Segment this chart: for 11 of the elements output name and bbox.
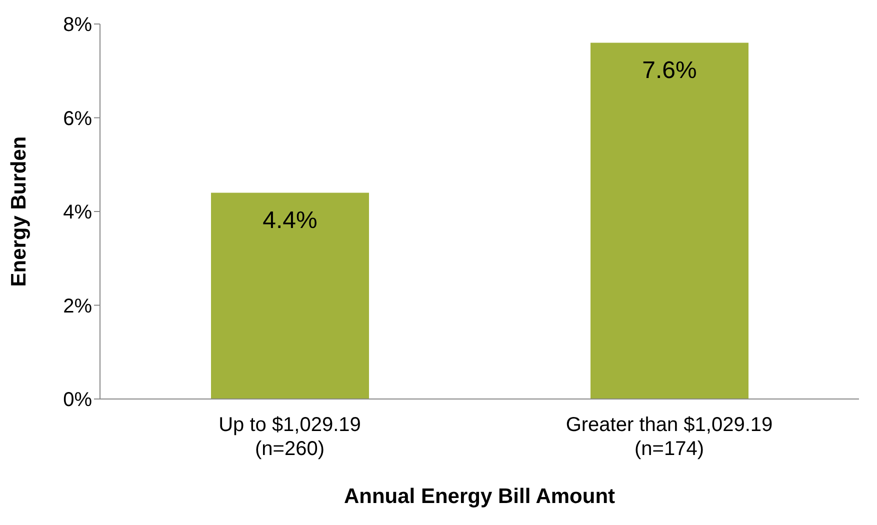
x-tick-label: Greater than $1,029.19 (n=174)	[566, 414, 773, 460]
y-tick-label: 0%	[63, 389, 92, 412]
data-label: 4.4%	[262, 206, 318, 234]
data-label: 7.6%	[642, 56, 697, 84]
x-tick-label: Up to $1,029.19 (n=260)	[218, 414, 361, 460]
x-axis-title: Annual Energy Bill Amount	[344, 485, 616, 508]
y-tick-label: 2%	[63, 295, 92, 318]
y-tick-label: 6%	[63, 108, 92, 130]
y-tick-label: 8%	[63, 14, 92, 36]
y-axis-title: Energy Burden	[7, 136, 30, 287]
y-tick-label: 4%	[63, 202, 92, 224]
